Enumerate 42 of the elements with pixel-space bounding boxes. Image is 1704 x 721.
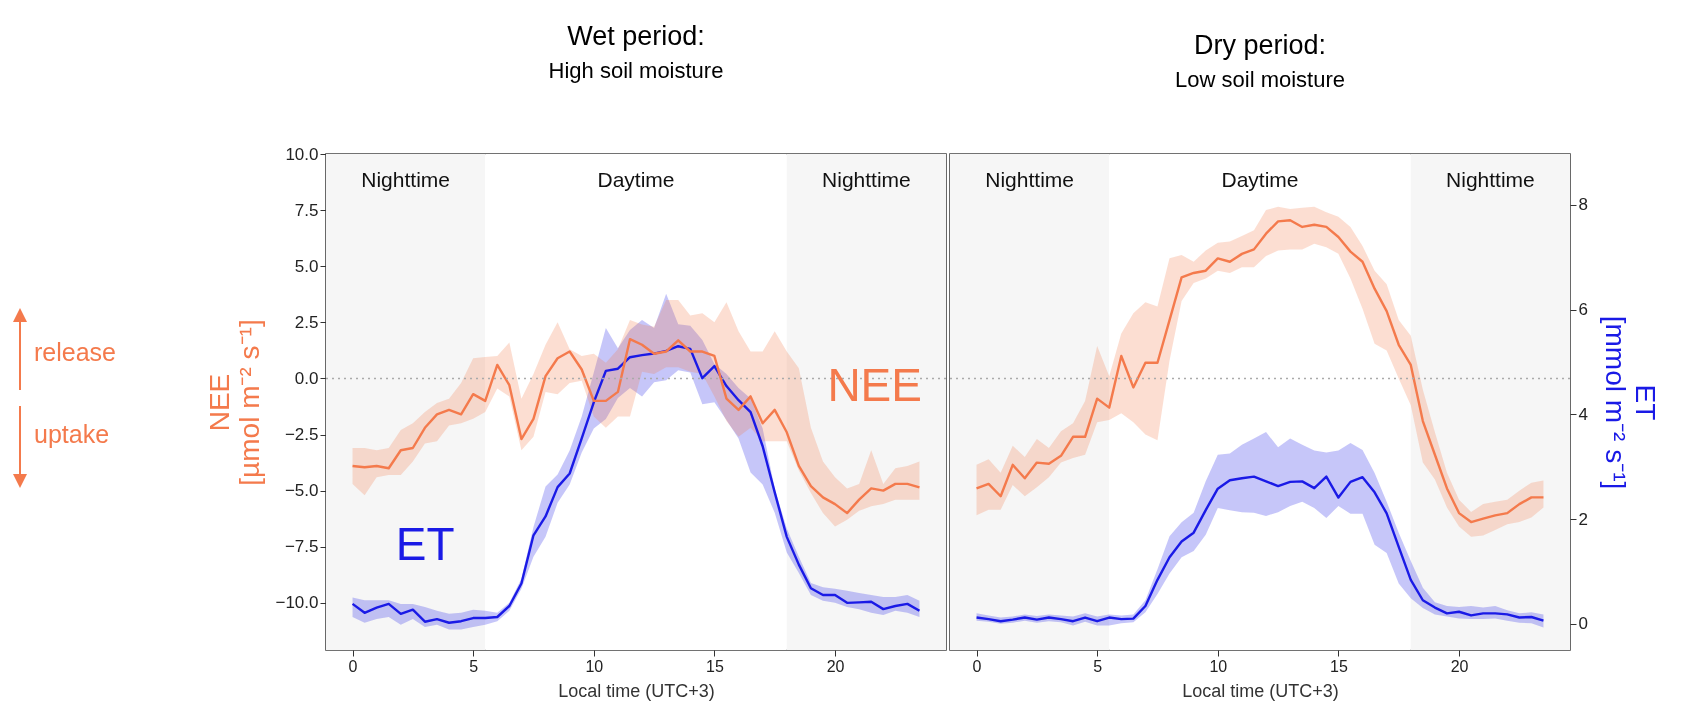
x-axis-title: Local time (UTC+3) [558,680,715,701]
y-tick-label: 7.5 [294,200,319,220]
band-label: Nighttime [822,168,911,191]
x-tick-label: 5 [469,657,479,675]
chart-title: Dry period: [1193,30,1327,60]
y-tick-label: −10.0 [275,593,319,613]
y-tick-label: −7.5 [284,537,319,557]
y2-axis-title: ET [mmol m⁻² s⁻¹] [1599,315,1661,490]
y-tick-label: 5.0 [294,256,319,276]
x-tick-label: 15 [706,657,724,675]
x-tick-label: 5 [1093,657,1103,675]
y2-tick-label: 0 [1578,614,1588,634]
series-label: NEE [827,359,922,412]
band-label: Nighttime [1446,168,1535,191]
y-tick-label: −2.5 [284,425,319,445]
x-axis-title: Local time (UTC+3) [1182,680,1339,701]
y2-tick-label: 8 [1578,195,1588,215]
y2-tick-label: 2 [1578,509,1588,529]
text: release [34,338,116,367]
x-tick-label: 20 [1450,657,1469,675]
band-label: Nighttime [985,168,1074,191]
x-tick-label: 15 [1330,657,1348,675]
y2-tick-label: 4 [1578,404,1588,424]
y-tick-label: 10.0 [285,144,319,164]
chart-subtitle: Low soil moisture [1175,67,1345,92]
y2-tick-label: 6 [1578,300,1588,320]
y-tick-label: 0.0 [294,368,319,388]
chart-title: Wet period: [567,21,705,51]
x-tick-label: 20 [826,657,845,675]
band-label: Daytime [597,168,675,191]
series-label: ET [395,517,455,570]
text: uptake [34,420,110,449]
x-tick-label: 10 [1209,657,1228,675]
x-tick-label: 0 [348,657,358,675]
x-tick-label: 0 [972,657,982,675]
y-tick-label: 2.5 [294,312,319,332]
band-label: Nighttime [361,168,450,191]
y-axis-title: NEE [µmol m⁻² s⁻¹] [204,319,266,486]
band-label: Daytime [1221,168,1299,191]
x-tick-label: 10 [585,657,604,675]
chart-subtitle: High soil moisture [548,58,724,83]
y-tick-label: −5.0 [284,481,319,501]
